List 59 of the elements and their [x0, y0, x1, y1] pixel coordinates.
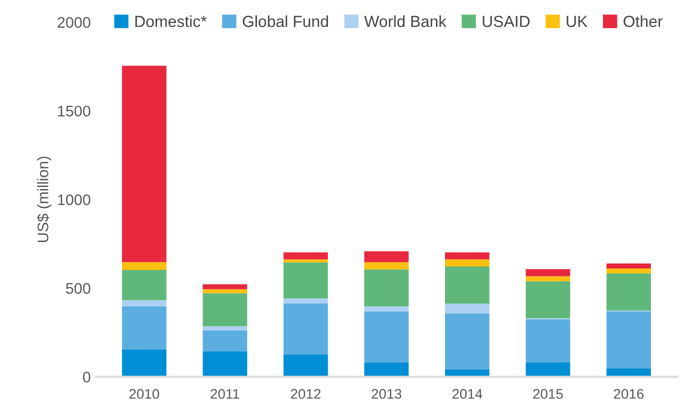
bar: [122, 270, 166, 300]
bar: [445, 304, 490, 314]
bar: [606, 264, 651, 268]
legend-label: Global Fund: [242, 15, 328, 28]
legend-label: USAID: [482, 16, 530, 28]
legend-label: Other: [624, 15, 663, 28]
x-tick-label: 2011: [210, 388, 240, 399]
y-tick-label: 1000: [58, 194, 90, 206]
y-tick-label: 500: [66, 283, 90, 294]
bar: [445, 314, 490, 370]
bar: [526, 362, 570, 377]
y-tick-label: 1500: [58, 106, 90, 117]
bar: [364, 311, 409, 362]
bar: [445, 370, 490, 377]
bar: [122, 300, 166, 306]
bar: [606, 311, 651, 368]
x-tick-label: 2010: [129, 388, 160, 399]
bar: [606, 368, 651, 377]
bar: [445, 266, 490, 304]
x-tick-label: 2013: [372, 388, 402, 399]
bar: [526, 281, 570, 318]
bar: [284, 262, 328, 298]
bar: [364, 251, 409, 262]
bar: [202, 330, 248, 352]
bar: [445, 259, 490, 267]
bar: [284, 303, 328, 354]
bar: [526, 319, 570, 362]
bar: [284, 252, 328, 260]
x-tick-label: 2012: [290, 388, 320, 399]
bar: [122, 262, 166, 270]
bar: [122, 66, 166, 262]
y-tick-label: 0: [83, 372, 90, 382]
bar: [122, 349, 166, 377]
bar: [364, 306, 409, 312]
bar: [202, 289, 248, 294]
bar: [526, 269, 570, 276]
bar: [606, 268, 651, 274]
bar: [202, 351, 248, 377]
bar: [526, 276, 570, 282]
bar: [202, 326, 248, 330]
bar: [122, 306, 166, 350]
bar: [606, 273, 651, 310]
legend-label: Domestic*: [135, 15, 207, 28]
bar: [364, 269, 409, 306]
bar: [445, 252, 490, 260]
bar: [364, 362, 409, 377]
legend-label: UK: [566, 16, 588, 28]
bar: [284, 298, 328, 304]
bar: [364, 262, 409, 270]
bar: [284, 259, 328, 262]
bar: [202, 293, 248, 326]
bar: [284, 354, 328, 377]
x-tick-label: 2015: [533, 388, 563, 399]
legend-label: World Bank: [364, 15, 446, 28]
bar: [202, 284, 248, 290]
x-tick-label: 2014: [452, 388, 482, 399]
x-tick-label: 2016: [614, 388, 644, 399]
y-axis-title: US$ (million): [36, 156, 52, 242]
y-tick-label: 2000: [58, 17, 90, 28]
